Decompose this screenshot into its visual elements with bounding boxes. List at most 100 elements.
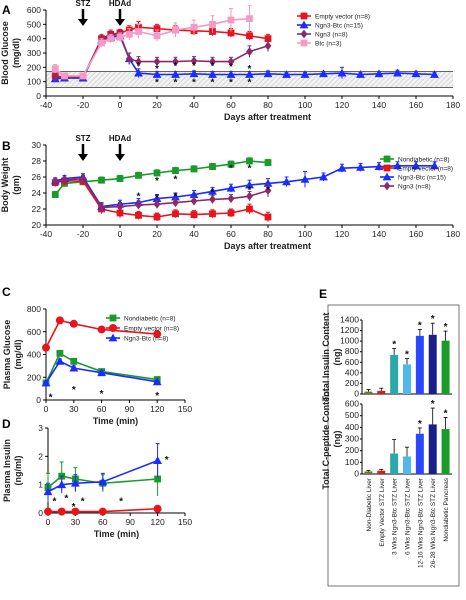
bar [428, 424, 437, 474]
bar [377, 390, 386, 394]
legend-marker [382, 172, 392, 181]
x-tick-label: 0 [46, 517, 51, 527]
data-point [153, 32, 161, 40]
legend: Nondiabetic (n=8) Empty vector (n=8) Ngn3-… [106, 314, 179, 343]
y-tick-label: 800 [345, 346, 359, 356]
x-tick-label: 180 [446, 100, 460, 110]
band-hatch [90, 71, 107, 88]
y-tick-label: 400 [27, 350, 41, 360]
data-point [172, 57, 179, 66]
band-hatch [435, 71, 452, 88]
data-point [116, 33, 124, 41]
data-point [246, 32, 253, 40]
panel-C: C 0 200 400 600 800 0 30 60 90 120 150 Time (min) Pla… [2, 285, 192, 426]
band-hatch [120, 71, 137, 88]
legend-marker [300, 12, 308, 20]
category-label: 6 Wks Ngn3-Btc STZ Liver [405, 477, 412, 555]
data-point [116, 175, 124, 182]
y-tick-label: 400 [345, 367, 359, 377]
y-tick-label: 30 [32, 140, 42, 150]
legend-marker [109, 314, 117, 322]
bar [364, 471, 373, 474]
category-label: Nondiabetic Pancreas [443, 477, 450, 541]
bar [364, 391, 373, 394]
data-point [190, 165, 198, 173]
data-point [172, 26, 179, 34]
data-point [51, 72, 59, 82]
legend-label: Empty vector (n=8) [315, 14, 370, 21]
band-hatch [65, 71, 82, 88]
significance-star: * [405, 350, 409, 361]
data-point [135, 200, 142, 210]
x-tick-label: 100 [298, 100, 312, 110]
y-axis-label: Blood Glucose (mg/dl) [0, 21, 21, 85]
data-point [209, 57, 216, 66]
y-tick-label: 1400 [340, 315, 359, 325]
data-point [190, 56, 198, 66]
significance-star: * [155, 391, 159, 402]
data-point [356, 70, 365, 78]
data-point [227, 29, 235, 37]
y-tick-label: 300 [27, 48, 41, 58]
category-label: Non-Diabetic Liver [366, 477, 373, 531]
data-point [282, 70, 291, 78]
y-tick-label: 20 [32, 220, 42, 230]
data-point [227, 194, 235, 203]
data-point [264, 159, 272, 166]
data-point [171, 192, 180, 201]
annotation-label: STZ [75, 134, 90, 143]
legend-label: Ngn3-Btc (n=8) [124, 336, 168, 343]
x-tick-label: 60 [226, 229, 236, 239]
data-point [282, 177, 291, 186]
series-0 [42, 349, 161, 387]
data-point [153, 199, 161, 209]
bar [403, 456, 411, 474]
significance-star: * [211, 78, 215, 89]
significance-star: * [192, 78, 196, 89]
data-point [411, 161, 421, 170]
data-point [98, 203, 105, 212]
significance-star: * [49, 393, 53, 404]
category-label: 12-16 Wks Ngn3-Btc STZ Liver [417, 477, 424, 568]
data-point [57, 507, 66, 516]
data-point [227, 57, 235, 66]
x-tick-label: -40 [40, 229, 53, 239]
x-tick-label: 90 [125, 517, 135, 527]
band-hatch [325, 71, 342, 88]
x-tick-label: 150 [178, 517, 192, 527]
legend-marker [299, 20, 309, 29]
y-tick-label: 3 [38, 423, 43, 433]
y-axis-label-line: Total Insulin Content [321, 313, 331, 402]
y-axis-label-line: (ng/ml) [13, 456, 23, 486]
data-point [98, 507, 107, 516]
y-tick-label: 26 [32, 172, 42, 182]
band-hatch [115, 71, 132, 88]
significance-star: * [211, 61, 215, 72]
band-hatch [320, 71, 337, 88]
data-point [71, 478, 80, 487]
significance-star: * [155, 78, 159, 89]
data-point [69, 363, 79, 372]
annotation-label: STZ [75, 0, 90, 8]
band-hatch [110, 71, 127, 88]
significance-star: * [229, 78, 233, 89]
y-tick-label: 400 [27, 34, 41, 44]
data-point [264, 35, 272, 43]
data-point [79, 174, 87, 183]
legend-label: Ngn3 (n=8) [315, 32, 348, 39]
x-axis-label: Time (min) [93, 416, 138, 426]
significance-star: * [52, 496, 56, 507]
data-point [209, 163, 216, 170]
y-tick-label: 800 [27, 304, 41, 314]
data-point [44, 507, 52, 516]
data-point [189, 190, 199, 198]
significance-star: * [266, 185, 270, 196]
data-point [41, 378, 51, 387]
data-point [61, 72, 68, 80]
series-1 [42, 316, 162, 352]
panel-frame [327, 304, 460, 587]
series-line [45, 319, 158, 349]
legend-label: Ngn3 (n=8) [398, 184, 431, 191]
data-point [116, 209, 124, 217]
